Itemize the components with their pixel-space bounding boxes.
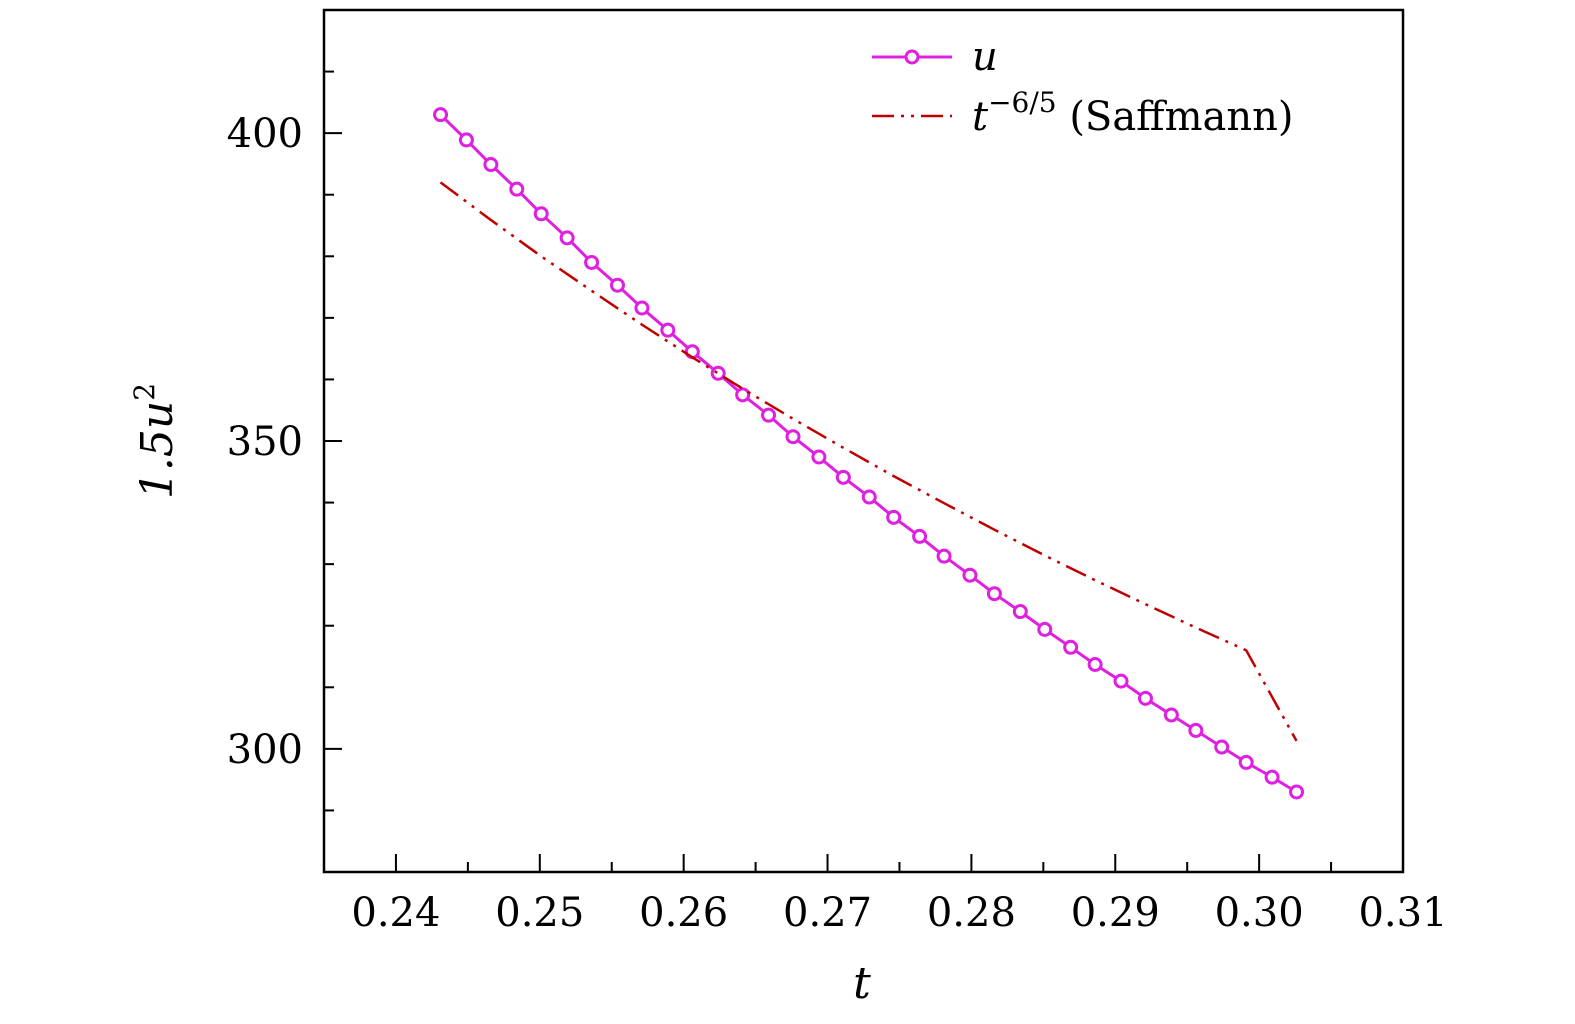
data-point-u	[1087, 657, 1103, 673]
x-axis-ticks: 0.24 0.25 0.26 0.27 0.28 0.29 0.30 0.31	[323, 854, 1448, 936]
series-layer	[433, 107, 1305, 800]
legend-label-saffmann-sup: −6/5	[988, 86, 1057, 119]
data-point-u	[986, 586, 1002, 602]
x-tick-label: 0.30	[1215, 890, 1304, 936]
data-point-u	[1214, 739, 1230, 755]
data-point-u	[559, 230, 575, 246]
data-point-u	[1163, 707, 1179, 723]
y-tick-label: 400	[227, 111, 303, 157]
y-axis-title: 1.5u2	[128, 383, 183, 499]
x-tick-label: 0.24	[351, 890, 440, 936]
series-line-u	[439, 113, 1298, 794]
data-point-u	[912, 528, 928, 544]
data-point-u	[533, 206, 549, 222]
data-point-u	[811, 449, 827, 465]
y-tick-label: 350	[227, 419, 303, 465]
data-point-u	[710, 365, 726, 381]
series-line-saffmann	[439, 181, 1298, 742]
data-point-u	[735, 387, 751, 403]
data-point-u	[835, 469, 851, 485]
data-point-u	[458, 132, 474, 148]
data-point-u	[1137, 690, 1153, 706]
data-point-u	[1113, 673, 1129, 689]
data-point-u	[433, 107, 449, 123]
data-point-u	[1264, 769, 1280, 785]
legend-label-saffmann: t−6/5 (Saffmann)	[972, 86, 1294, 140]
data-point-u	[1037, 621, 1053, 637]
data-point-u	[584, 254, 600, 270]
legend-label-saffmann-base: t	[972, 94, 989, 140]
data-point-u	[1238, 754, 1254, 770]
data-point-u	[634, 300, 650, 316]
data-point-u	[1012, 604, 1028, 620]
x-tick-label: 0.27	[783, 890, 872, 936]
data-point-u	[761, 407, 777, 423]
y-tick-label: 300	[227, 727, 303, 773]
x-tick-label: 0.28	[927, 890, 1016, 936]
data-point-u	[936, 548, 952, 564]
legend-item-saffmann: t−6/5 (Saffmann)	[872, 86, 1294, 140]
data-point-u	[785, 429, 801, 445]
y-axis-ticks: 300 350 400	[227, 70, 342, 812]
y-axis-title-sup: 2	[128, 383, 161, 401]
data-point-u	[886, 509, 902, 525]
data-point-u	[1063, 639, 1079, 655]
data-point-u	[861, 489, 877, 505]
data-point-u	[509, 181, 525, 197]
data-point-u	[1289, 784, 1305, 800]
data-point-u	[660, 322, 676, 338]
x-tick-label: 0.31	[1358, 890, 1447, 936]
legend-marker-u	[904, 49, 920, 65]
y-axis-title-base: 1.5u	[132, 401, 183, 499]
legend-label-saffmann-rest: (Saffmann)	[1057, 94, 1294, 140]
data-point-u	[1188, 722, 1204, 738]
legend: u t−6/5 (Saffmann)	[872, 34, 1294, 140]
x-axis-title: t	[853, 958, 871, 1009]
legend-item-u: u	[872, 34, 998, 80]
x-tick-label: 0.25	[495, 890, 584, 936]
data-point-u	[483, 157, 499, 173]
data-point-u	[609, 277, 625, 293]
legend-label-u: u	[972, 34, 998, 80]
data-point-u	[962, 567, 978, 583]
x-tick-label: 0.29	[1071, 890, 1160, 936]
x-tick-label: 0.26	[639, 890, 728, 936]
